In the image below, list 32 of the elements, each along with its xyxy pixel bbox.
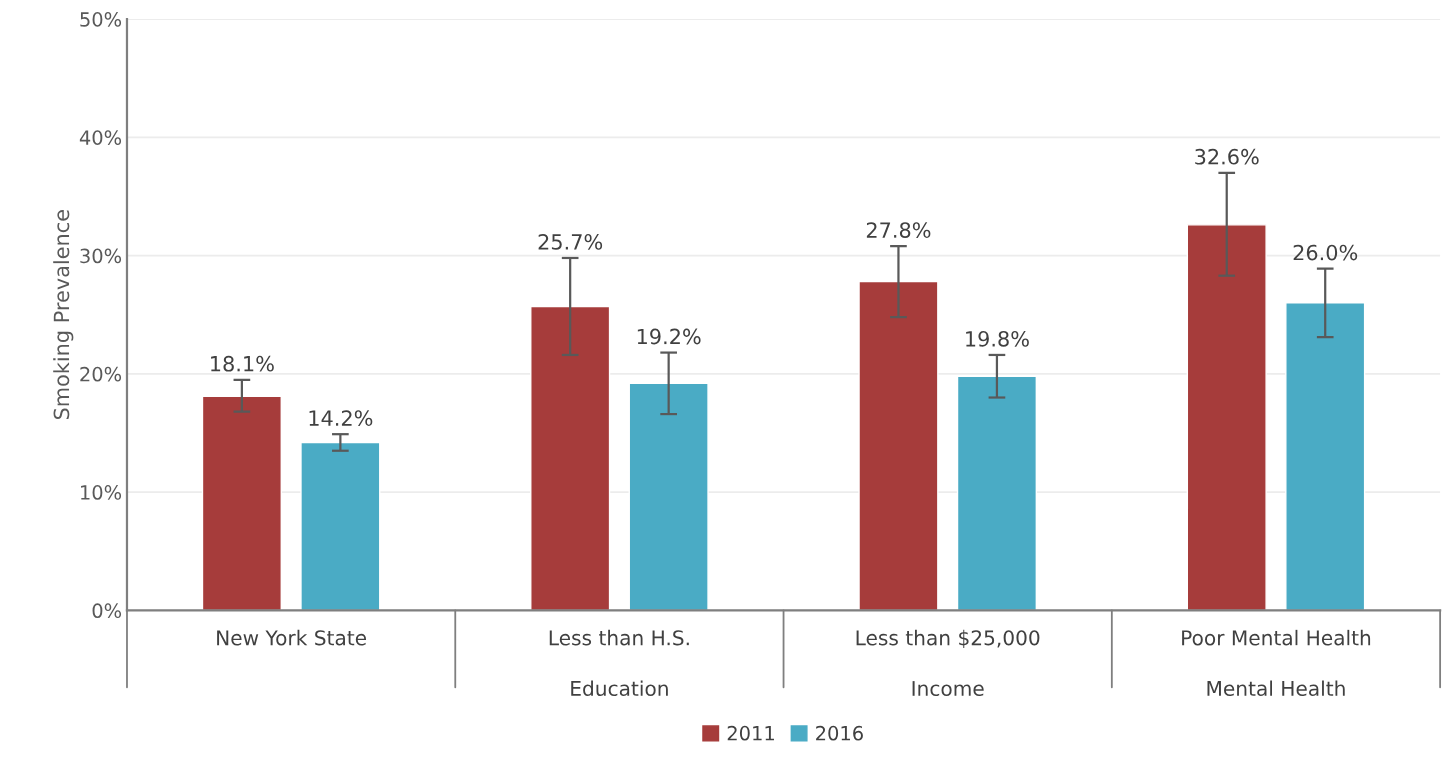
y-tick-label: 10%: [81, 485, 122, 500]
data-label: 18.1%: [211, 355, 274, 372]
legend-label: 2016: [816, 725, 863, 741]
legend-label: 2011: [727, 725, 774, 741]
data-label: 19.8%: [966, 330, 1029, 347]
text: Education: [571, 680, 668, 697]
bar: [1285, 302, 1366, 611]
text: Income: [912, 681, 984, 697]
bar: [858, 280, 939, 611]
y-axis-title: Smoking Prevalence: [53, 210, 74, 420]
data-label: 26.0%: [1293, 244, 1358, 261]
y-tick-label: 40%: [79, 130, 122, 145]
y-tick-label: 50%: [80, 12, 122, 27]
x-tick-label: Less than $25,000: [856, 629, 1040, 649]
x-tick-label: Less than H.S.: [549, 629, 689, 646]
x-tick-label: Poor Mental Health: [1182, 629, 1371, 646]
data-label: 14.2%: [309, 410, 373, 426]
x-tick-label: New York State: [217, 629, 367, 646]
text: Mental Health: [1207, 680, 1345, 697]
bar: [201, 395, 282, 611]
bar: [956, 375, 1038, 611]
data-label: 19.2%: [637, 328, 701, 345]
data-label: 32.6%: [1195, 148, 1259, 165]
bar: [530, 305, 611, 611]
y-tick-label: 20%: [80, 366, 122, 382]
y-tick-label: 0%: [92, 603, 122, 619]
data-label: 25.7%: [538, 234, 603, 250]
bar: [300, 441, 381, 611]
data-label: 27.8%: [866, 222, 931, 238]
bar: [1186, 224, 1267, 611]
y-tick-label: 30%: [80, 248, 122, 264]
bar: [628, 382, 709, 611]
